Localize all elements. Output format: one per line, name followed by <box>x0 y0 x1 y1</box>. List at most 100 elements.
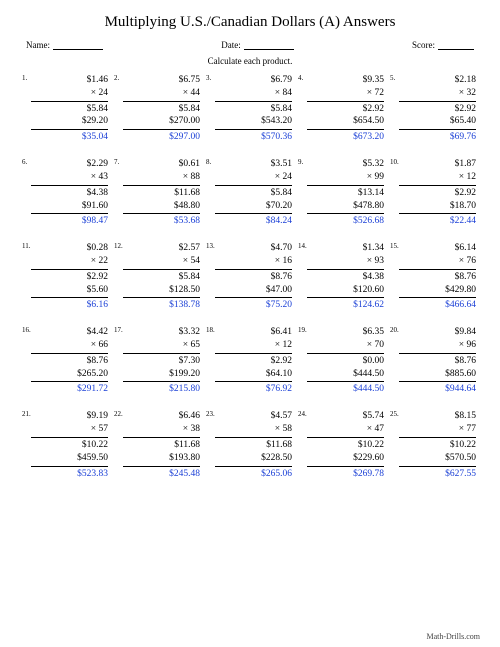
answer: $526.68 <box>300 215 384 228</box>
problem: 13.$4.70× 16$8.76$47.00$75.20 <box>208 242 292 312</box>
rule-line <box>31 129 108 130</box>
problem-number: 2. <box>114 74 119 83</box>
problem: 18.$6.41× 12$2.92$64.10$76.92 <box>208 326 292 396</box>
rule-line <box>123 269 200 270</box>
problem-number: 10. <box>390 158 399 167</box>
problem-number: 12. <box>114 242 123 251</box>
partial-1: $10.22 <box>300 439 384 452</box>
multiplicand: $2.57 <box>116 242 200 255</box>
problem: 12.$2.57× 54$5.84$128.50$138.78 <box>116 242 200 312</box>
partial-2: $128.50 <box>116 284 200 297</box>
answer: $35.04 <box>24 131 108 144</box>
multiplier: × 24 <box>208 171 292 184</box>
multiplicand: $4.57 <box>208 410 292 423</box>
rule-line <box>215 381 292 382</box>
score-blank[interactable] <box>438 39 474 50</box>
partial-2: $270.00 <box>116 115 200 128</box>
multiplier: × 99 <box>300 171 384 184</box>
rule-line <box>215 353 292 354</box>
rule-line <box>307 297 384 298</box>
rule-line <box>307 466 384 467</box>
multiplicand: $4.70 <box>208 242 292 255</box>
answer: $6.16 <box>24 299 108 312</box>
partial-1: $5.84 <box>24 103 108 116</box>
partial-1: $2.92 <box>392 103 476 116</box>
date-field: Date: <box>221 39 294 50</box>
problem-number: 23. <box>206 410 215 419</box>
partial-1: $10.22 <box>24 439 108 452</box>
multiplier: × 57 <box>24 423 108 436</box>
multiplicand: $4.42 <box>24 326 108 339</box>
rule-line <box>123 437 200 438</box>
problem: 15.$6.14× 76$8.76$429.80$466.64 <box>392 242 476 312</box>
partial-2: $120.60 <box>300 284 384 297</box>
partial-2: $193.80 <box>116 452 200 465</box>
rule-line <box>31 381 108 382</box>
multiplier: × 12 <box>392 171 476 184</box>
rule-line <box>399 297 476 298</box>
answer: $76.92 <box>208 383 292 396</box>
multiplier: × 47 <box>300 423 384 436</box>
multiplier: × 44 <box>116 87 200 100</box>
multiplicand: $1.87 <box>392 158 476 171</box>
rule-line <box>399 381 476 382</box>
problem-number: 3. <box>206 74 211 83</box>
problem-number: 17. <box>114 326 123 335</box>
rule-line <box>399 213 476 214</box>
rule-line <box>399 437 476 438</box>
partial-1: $10.22 <box>392 439 476 452</box>
partial-2: $5.60 <box>24 284 108 297</box>
multiplicand: $1.46 <box>24 74 108 87</box>
multiplicand: $2.29 <box>24 158 108 171</box>
problem-number: 7. <box>114 158 119 167</box>
rule-line <box>399 129 476 130</box>
partial-1: $2.92 <box>300 103 384 116</box>
multiplier: × 24 <box>24 87 108 100</box>
partial-2: $70.20 <box>208 200 292 213</box>
multiplier: × 16 <box>208 255 292 268</box>
partial-1: $5.84 <box>208 187 292 200</box>
problem: 23.$4.57× 58$11.68$228.50$265.06 <box>208 410 292 480</box>
rule-line <box>123 466 200 467</box>
partial-1: $4.38 <box>24 187 108 200</box>
multiplier: × 65 <box>116 339 200 352</box>
name-label: Name: <box>26 40 50 50</box>
multiplier: × 77 <box>392 423 476 436</box>
rule-line <box>215 101 292 102</box>
multiplicand: $6.14 <box>392 242 476 255</box>
problem: 2.$6.75× 44$5.84$270.00$297.00 <box>116 74 200 144</box>
partial-2: $199.20 <box>116 368 200 381</box>
partial-1: $8.76 <box>208 271 292 284</box>
rule-line <box>123 297 200 298</box>
answer: $124.62 <box>300 299 384 312</box>
rule-line <box>215 129 292 130</box>
name-blank[interactable] <box>53 39 103 50</box>
partial-2: $654.50 <box>300 115 384 128</box>
answer: $53.68 <box>116 215 200 228</box>
multiplicand: $3.51 <box>208 158 292 171</box>
multiplier: × 96 <box>392 339 476 352</box>
answer: $245.48 <box>116 468 200 481</box>
rule-line <box>215 269 292 270</box>
rule-line <box>123 101 200 102</box>
problem-number: 8. <box>206 158 211 167</box>
answer: $627.55 <box>392 468 476 481</box>
problem-number: 24. <box>298 410 307 419</box>
page-title: Multiplying U.S./Canadian Dollars (A) An… <box>20 14 480 31</box>
multiplier: × 88 <box>116 171 200 184</box>
rule-line <box>215 185 292 186</box>
multiplicand: $0.61 <box>116 158 200 171</box>
problem-number: 11. <box>22 242 31 251</box>
score-field: Score: <box>412 39 474 50</box>
multiplier: × 76 <box>392 255 476 268</box>
rule-line <box>399 269 476 270</box>
problem: 24.$5.74× 47$10.22$229.60$269.78 <box>300 410 384 480</box>
date-blank[interactable] <box>244 39 294 50</box>
multiplicand: $1.34 <box>300 242 384 255</box>
rule-line <box>307 185 384 186</box>
partial-1: $8.76 <box>392 355 476 368</box>
rule-line <box>307 129 384 130</box>
problem: 16.$4.42× 66$8.76$265.20$291.72 <box>24 326 108 396</box>
rule-line <box>399 353 476 354</box>
rule-line <box>307 353 384 354</box>
